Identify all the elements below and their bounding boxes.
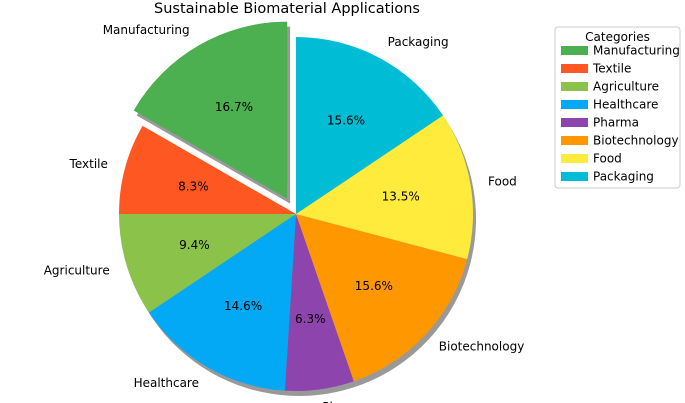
chart-title: Sustainable Biomaterial Applications: [154, 1, 420, 17]
legend-label-agriculture: Agriculture: [593, 80, 659, 94]
slice-biotechnology: [296, 214, 468, 382]
slice-pct-textile: 8.3%: [178, 180, 209, 194]
slice-pct-manufacturing: 16.7%: [215, 100, 253, 114]
slice-pct-biotechnology: 15.6%: [355, 279, 393, 293]
slice-pharma: [284, 214, 354, 391]
slice-agriculture: [119, 214, 296, 313]
legend-swatch-biotechnology: [561, 136, 588, 145]
legend-label-pharma: Pharma: [593, 116, 639, 130]
legend-label-healthcare: Healthcare: [593, 98, 658, 112]
legend-title: Categories: [585, 30, 650, 44]
legend-swatch-manufacturing: [561, 46, 588, 55]
legend-swatch-agriculture: [561, 82, 588, 91]
slice-label-pharma: Pharma: [322, 400, 368, 403]
slice-pct-pharma: 6.3%: [295, 312, 326, 326]
slice-label-food: Food: [488, 175, 517, 189]
slice-label-agriculture: Agriculture: [44, 264, 110, 278]
slice-pct-healthcare: 14.6%: [224, 299, 262, 313]
legend: Categories Manufacturing Textile Agricultu…: [554, 26, 681, 189]
legend-label-biotechnology: Biotechnology: [593, 134, 679, 148]
legend-label-manufacturing: Manufacturing: [593, 44, 680, 58]
pie-slices: [119, 21, 473, 391]
slice-packaging: [296, 37, 444, 214]
slice-label-textile: Textile: [69, 157, 108, 171]
slice-label-healthcare: Healthcare: [134, 376, 199, 390]
slice-label-biotechnology: Biotechnology: [439, 339, 525, 353]
slice-pct-packaging: 15.6%: [327, 113, 365, 127]
slice-textile: [119, 125, 296, 214]
slice-labels: Manufacturing Textile Agriculture Healthcar…: [44, 23, 525, 403]
legend-label-packaging: Packaging: [593, 170, 654, 184]
legend-label-food: Food: [593, 152, 622, 166]
legend-swatch-textile: [561, 64, 588, 73]
slice-percent-labels: 16.7% 8.3% 9.4% 14.6% 6.3% 15.6% 13.5% 15.6%: [178, 100, 420, 326]
legend-label-textile: Textile: [592, 62, 631, 76]
slice-pct-agriculture: 9.4%: [179, 238, 210, 252]
slice-manufacturing: [133, 21, 288, 199]
slice-healthcare: [148, 214, 296, 391]
slice-pct-food: 13.5%: [382, 189, 420, 203]
legend-items: Manufacturing Textile Agriculture Healthcar…: [561, 44, 680, 184]
slice-label-packaging: Packaging: [388, 35, 449, 49]
slice-food: [296, 115, 473, 260]
legend-swatch-food: [561, 154, 588, 163]
legend-swatch-pharma: [561, 118, 588, 127]
legend-swatch-healthcare: [561, 100, 588, 109]
legend-swatch-packaging: [561, 172, 588, 181]
slice-label-manufacturing: Manufacturing: [103, 23, 190, 37]
